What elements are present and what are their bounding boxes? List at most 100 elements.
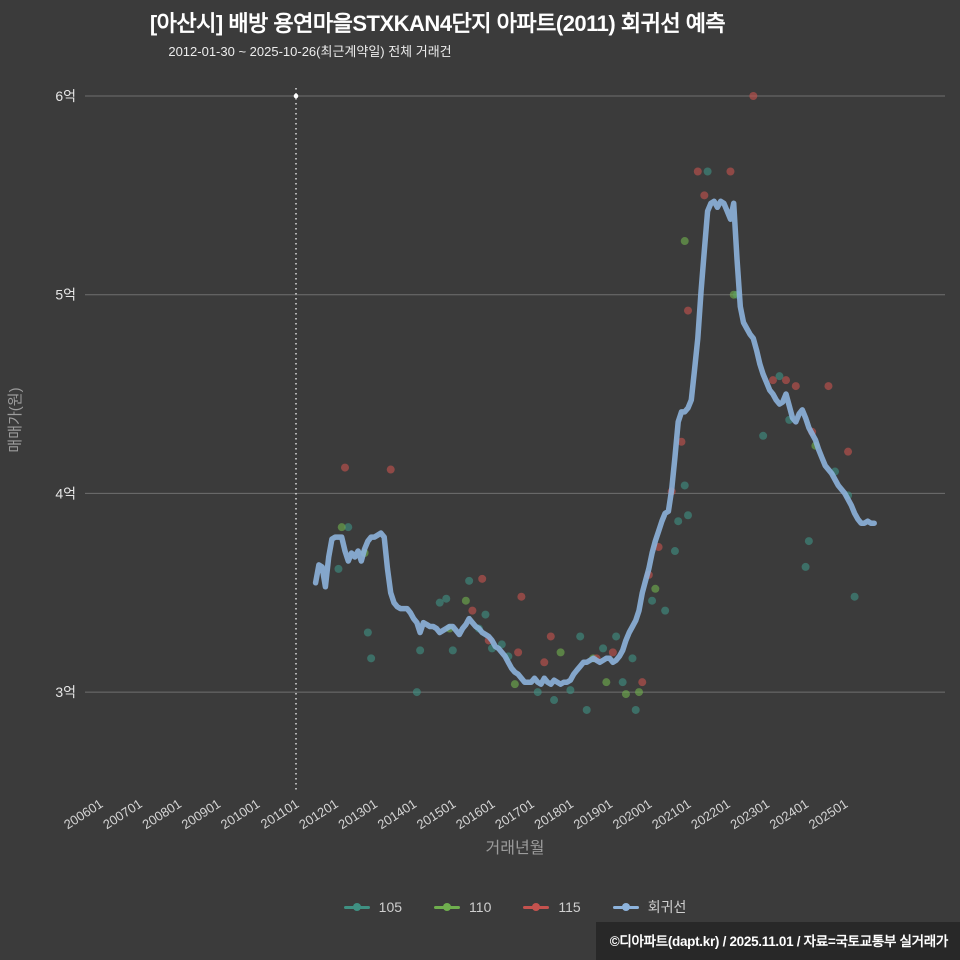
scatter-point-105[interactable] [631, 705, 640, 714]
x-tick-label: 201101 [258, 796, 302, 832]
scatter-point-115[interactable] [478, 574, 487, 583]
scatter-point-115[interactable] [468, 606, 477, 615]
scatter-point-115[interactable] [540, 658, 549, 667]
scatter-point-105[interactable] [582, 705, 591, 714]
scatter-point-115[interactable] [700, 191, 709, 200]
reference-marker [293, 93, 299, 99]
scatter-point-105[interactable] [661, 606, 670, 615]
scatter-point-105[interactable] [680, 481, 689, 490]
scatter-point-105[interactable] [684, 511, 692, 520]
scatter-point-115[interactable] [684, 306, 692, 315]
legend-item-110[interactable]: 110 [434, 899, 491, 915]
y-tick-label: 5억 [55, 287, 76, 303]
scatter-point-115[interactable] [782, 376, 790, 385]
x-tick-label: 200701 [100, 796, 145, 832]
scatter-point-110[interactable] [680, 237, 689, 246]
scatter-point-105[interactable] [481, 610, 490, 619]
scatter-point-115[interactable] [693, 167, 702, 176]
x-tick-label: 200801 [139, 796, 184, 832]
scatter-point-105[interactable] [576, 632, 585, 641]
legend-item-regression[interactable]: 회귀선 [612, 897, 687, 917]
scatter-point-105[interactable] [775, 372, 784, 381]
x-tick-label: 201801 [531, 796, 576, 832]
scatter-point-110[interactable] [729, 290, 738, 299]
x-tick-label: 200601 [61, 796, 106, 832]
scatter-point-110[interactable] [621, 690, 630, 699]
scatter-point-105[interactable] [759, 431, 768, 440]
page-title: [아산시] 배방 용연마을STXKAN4단지 아파트(2011) 회귀선 예측 [149, 11, 726, 36]
scatter-point-105[interactable] [448, 646, 457, 655]
scatter-point-105[interactable] [618, 678, 627, 687]
x-tick-label: 201301 [335, 796, 380, 832]
scatter-point-105[interactable] [628, 654, 637, 663]
scatter-point-115[interactable] [749, 92, 758, 100]
scatter-point-105[interactable] [416, 646, 425, 655]
x-tick-label: 202301 [727, 796, 772, 832]
scatter-point-105[interactable] [435, 598, 444, 607]
y-tick-label: 3억 [55, 684, 76, 700]
x-tick-label: 202501 [806, 796, 851, 832]
x-tick-label: 202201 [688, 796, 733, 832]
scatter-point-105[interactable] [648, 596, 657, 605]
scatter-point-105[interactable] [850, 592, 859, 601]
scatter-point-110[interactable] [556, 648, 565, 657]
scatter-point-105[interactable] [412, 688, 421, 697]
x-tick-label: 201601 [453, 796, 498, 832]
scatter-point-115[interactable] [844, 447, 853, 456]
scatter-point-105[interactable] [533, 688, 542, 697]
scatter-point-105[interactable] [804, 537, 813, 546]
legend-item-105[interactable]: 105 [343, 899, 402, 915]
scatter-point-110[interactable] [510, 680, 519, 689]
y-tick-label: 6억 [55, 88, 76, 104]
x-tick-label: 201501 [414, 796, 459, 832]
scatter-point-115[interactable] [726, 167, 735, 176]
scatter-point-110[interactable] [461, 596, 470, 605]
attribution-badge: ©디아파트(dapt.kr) / 2025.11.01 / 자료=국토교통부 실… [595, 922, 960, 960]
x-tick-label: 201001 [218, 796, 263, 832]
scatter-point-110[interactable] [602, 678, 611, 687]
scatter-point-105[interactable] [442, 594, 451, 603]
scatter-point-115[interactable] [638, 678, 647, 687]
scatter-point-110[interactable] [651, 584, 660, 593]
scatter-point-110[interactable] [635, 688, 643, 697]
scatter-point-105[interactable] [599, 644, 608, 653]
scatter-point-115[interactable] [514, 648, 523, 657]
legend-swatch-115-icon [523, 903, 550, 911]
x-tick-label: 202401 [767, 796, 812, 832]
scatter-point-105[interactable] [612, 632, 621, 641]
scatter-point-110[interactable] [337, 523, 346, 532]
x-tick-label: 202001 [610, 796, 655, 832]
scatter-point-105[interactable] [363, 628, 372, 637]
legend-item-115[interactable]: 115 [523, 899, 581, 915]
y-axis-title: 매매가(원) [7, 387, 24, 453]
scatter-point-105[interactable] [344, 523, 353, 532]
x-tick-label: 201401 [375, 796, 420, 832]
scatter-point-115[interactable] [791, 382, 800, 391]
scatter-point-105[interactable] [670, 547, 679, 556]
regression-line[interactable] [312, 198, 877, 687]
x-tick-label: 201701 [492, 796, 537, 832]
scatter-point-115[interactable] [824, 382, 833, 391]
legend-label-110: 110 [469, 899, 492, 915]
scatter-point-105[interactable] [703, 167, 712, 176]
scatter-point-115[interactable] [546, 632, 555, 641]
scatter-point-105[interactable] [334, 564, 343, 573]
scatter-point-105[interactable] [566, 686, 575, 695]
scatter-point-105[interactable] [801, 562, 810, 571]
scatter-point-105[interactable] [674, 517, 683, 526]
scatter-point-115[interactable] [677, 437, 686, 446]
scatter-point-115[interactable] [608, 648, 617, 657]
y-tick-label: 4억 [55, 485, 76, 501]
x-tick-label: 201901 [571, 796, 616, 832]
legend-label-regression: 회귀선 [647, 899, 687, 915]
scatter-point-105[interactable] [465, 576, 474, 585]
legend-swatch-105-icon [343, 903, 370, 911]
scatter-point-115[interactable] [517, 592, 526, 601]
scatter-point-115[interactable] [341, 463, 349, 472]
scatter-point-105[interactable] [550, 696, 559, 705]
scatter-point-105[interactable] [367, 654, 376, 663]
scatter-point-115[interactable] [768, 376, 777, 385]
scatter-point-115[interactable] [386, 465, 395, 474]
x-axis-title: 거래년월 [485, 840, 545, 857]
